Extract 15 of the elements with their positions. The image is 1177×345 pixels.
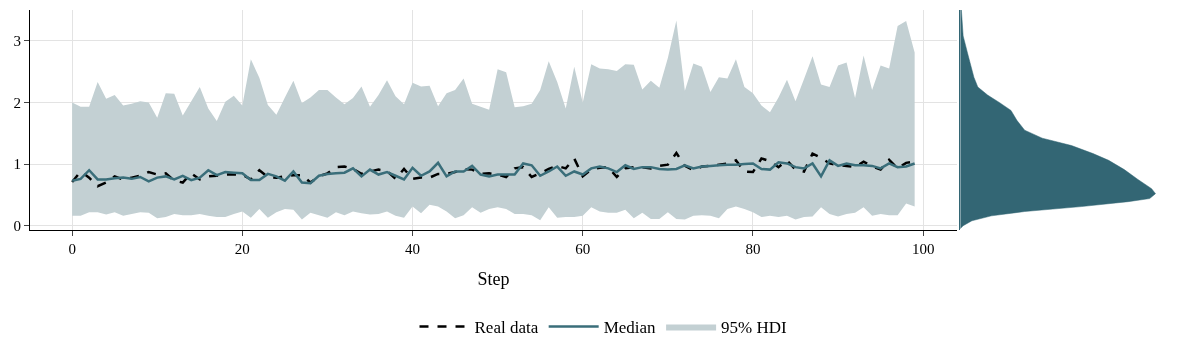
x-axis-title: Step (477, 269, 510, 290)
line-series (70, 159, 916, 185)
legend-label: Real data (474, 318, 539, 338)
y-tick-label: 2 (13, 94, 21, 111)
y-tick-label: 0 (13, 217, 21, 234)
x-tick-label: 100 (911, 241, 935, 257)
x-tick-label: 20 (234, 241, 250, 257)
x-tick-label: 40 (405, 241, 421, 257)
legend-label: Median (603, 318, 657, 338)
x-tick-label: 0 (68, 241, 76, 257)
x-tick-label: 60 (575, 241, 591, 257)
x-tick-label: 80 (745, 241, 761, 257)
y-tick-label: 1 (13, 156, 21, 173)
y-tick-label: 3 (13, 33, 21, 50)
legend-label: 95% HDI (721, 318, 788, 338)
